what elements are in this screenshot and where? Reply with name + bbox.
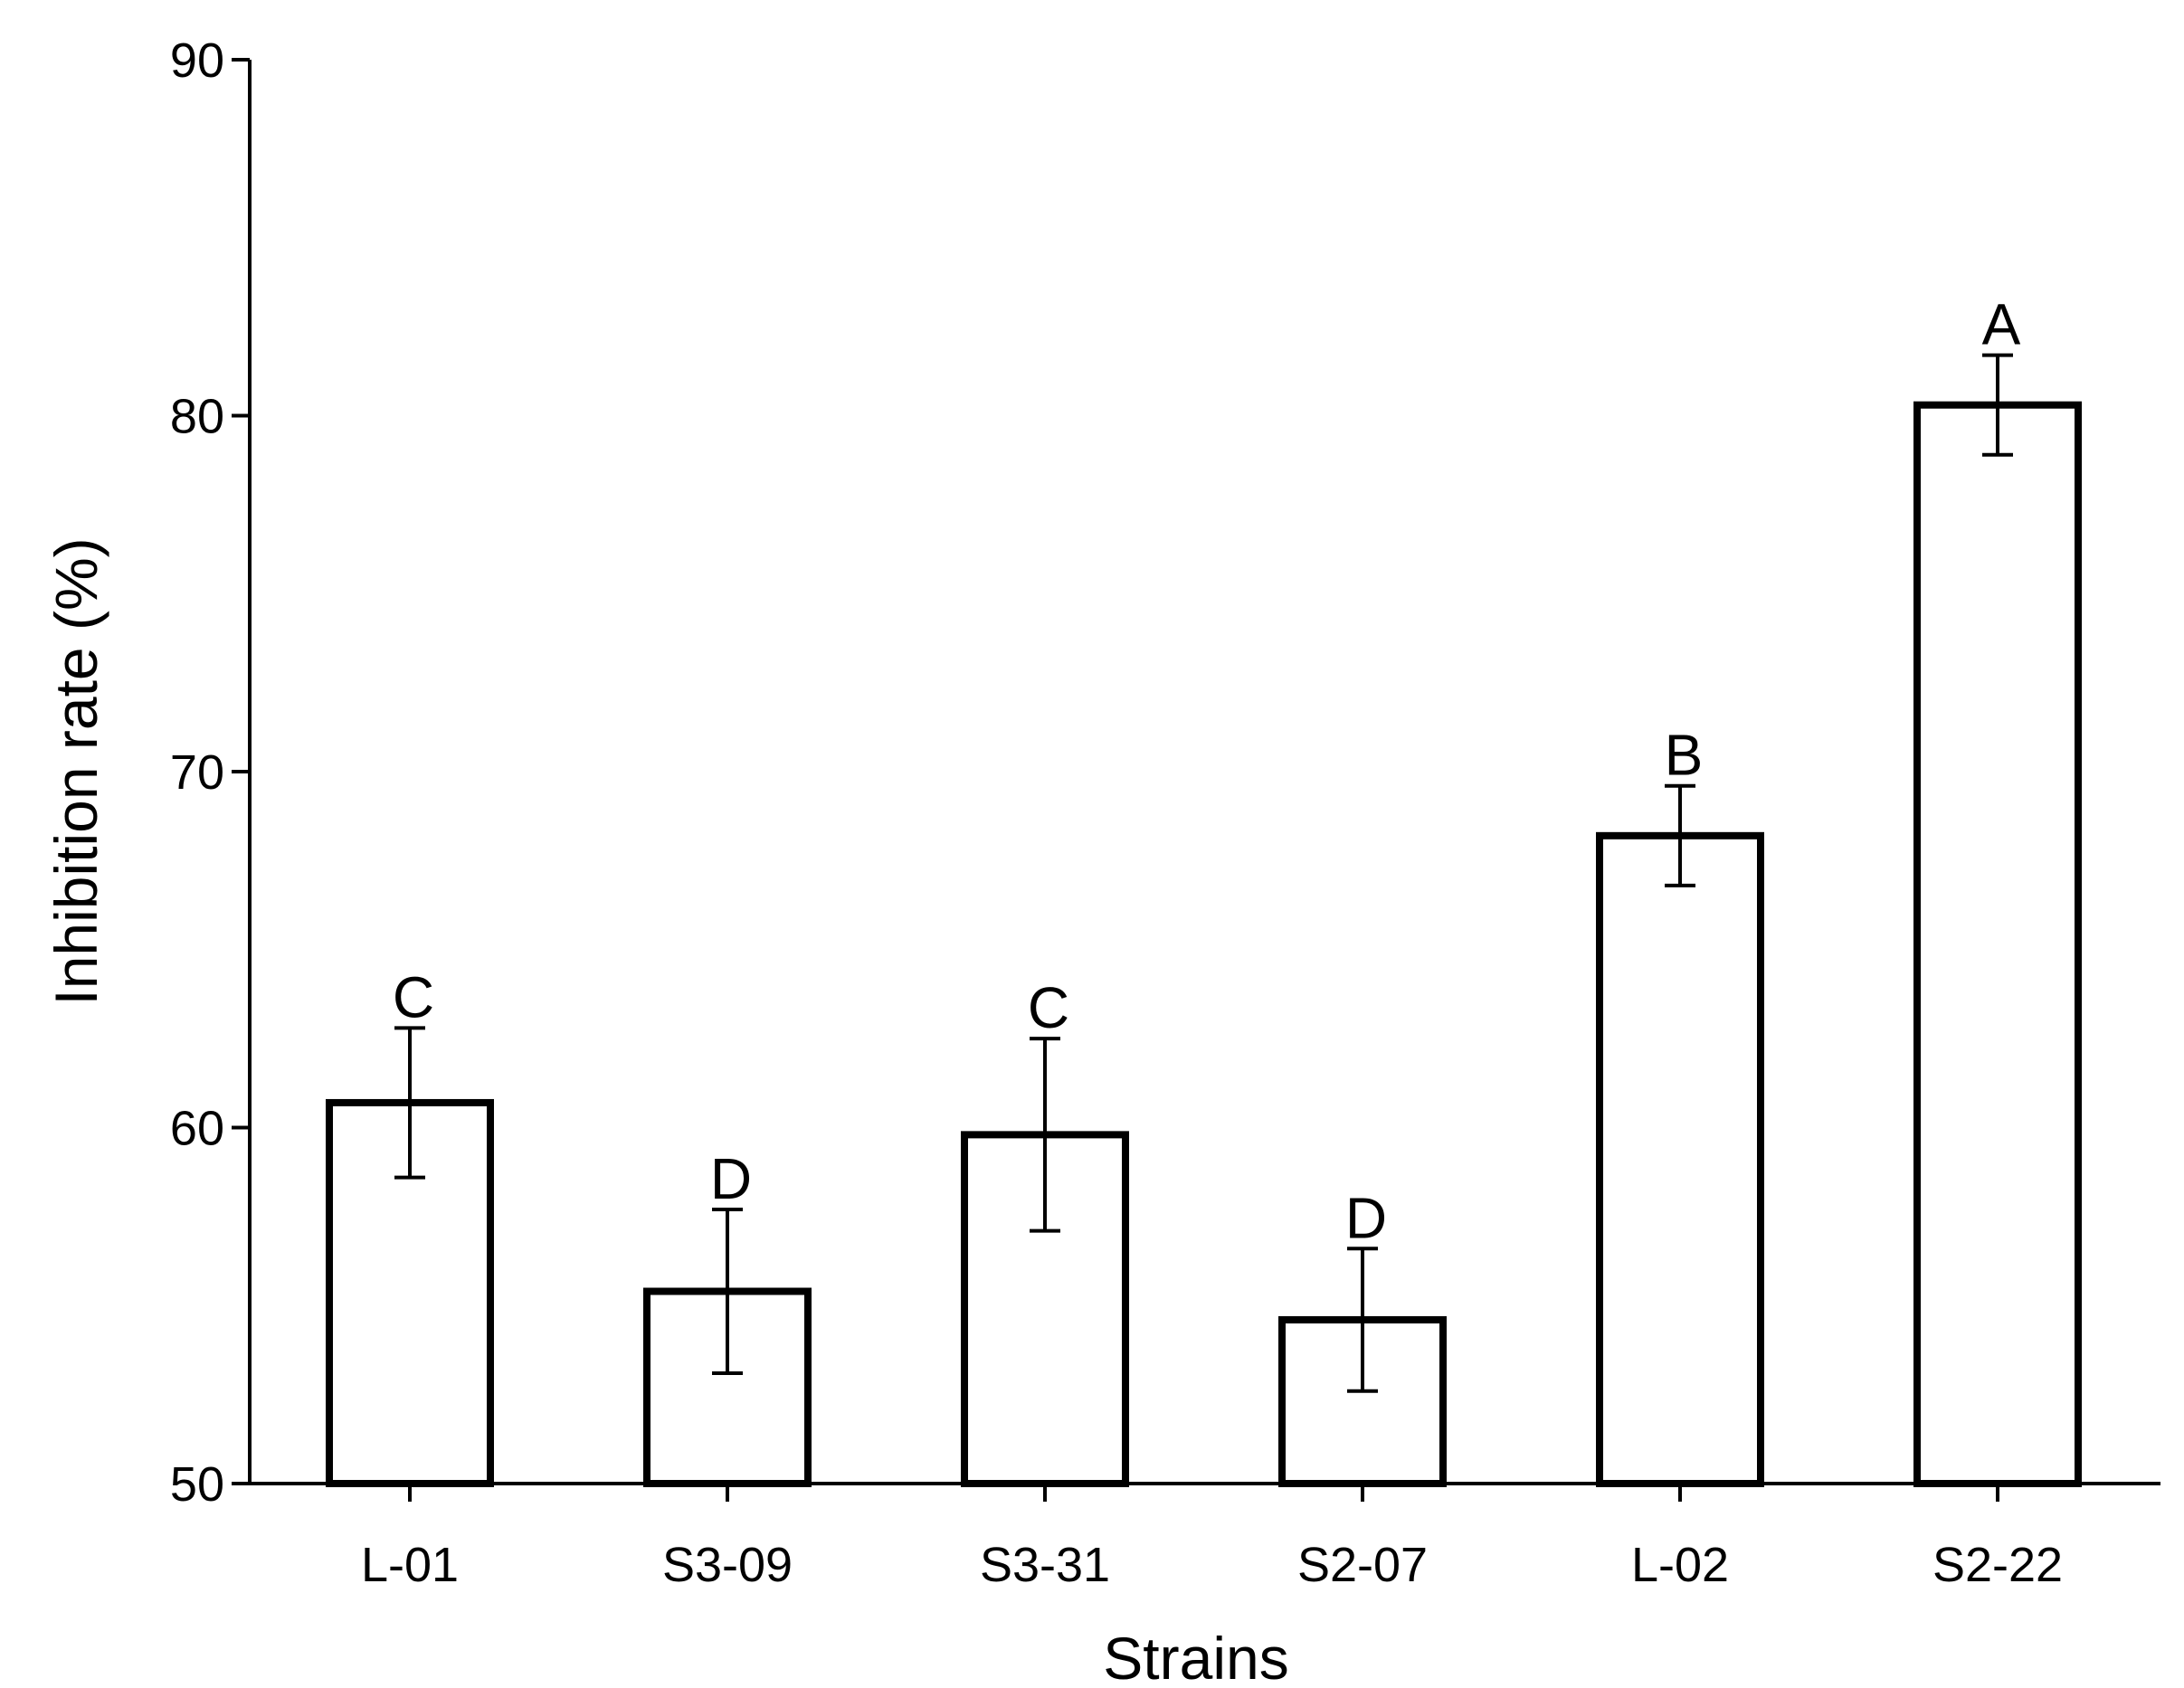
error-bars-layer	[394, 353, 2013, 1393]
error-bar-l-02	[1665, 783, 1695, 887]
y-tick-label: 70	[170, 745, 224, 800]
y-tick-label: 50	[170, 1457, 224, 1512]
y-tick-label: 60	[170, 1102, 224, 1156]
x-tick-label: S3-31	[980, 1538, 1110, 1592]
error-bar-s3-31	[1030, 1037, 1060, 1233]
error-bar-l-01	[394, 1026, 425, 1180]
y-axis-title: Inhibition rate (%)	[43, 537, 109, 1005]
error-bar-s2-07	[1347, 1247, 1378, 1393]
y-tick-label: 80	[170, 390, 224, 444]
y-ticks-layer: 50 60 70 80 90	[170, 33, 250, 1512]
x-tick-label: L-02	[1631, 1538, 1729, 1592]
x-tick-label: S2-22	[1932, 1538, 2063, 1592]
y-tick-label: 90	[170, 33, 224, 88]
x-tick-label: S3-09	[662, 1538, 793, 1592]
x-axis-title: Strains	[1103, 1625, 1288, 1688]
x-tick-label: S2-07	[1297, 1538, 1428, 1592]
bars-layer	[326, 401, 2082, 1488]
significance-letter: B	[1665, 723, 1704, 788]
significance-letter: A	[1982, 292, 2021, 357]
x-ticks-layer: L-01 S3-09 S3-31 S2-07 L-02 S2-22	[361, 1484, 2063, 1592]
axes-layer	[248, 60, 2160, 1485]
x-tick-label: L-01	[361, 1538, 459, 1592]
significance-letter: D	[1345, 1185, 1387, 1250]
bar-s2-07	[1278, 1315, 1447, 1487]
bar-s2-22	[1913, 401, 2082, 1488]
error-bar-s2-22	[1982, 353, 2013, 457]
significance-letter: C	[1028, 975, 1069, 1040]
significance-letter: C	[393, 964, 434, 1029]
bar-l-02	[1596, 831, 1764, 1487]
error-bar-s3-09	[712, 1208, 743, 1376]
significance-letters-layer: C D C D B A	[393, 292, 2021, 1251]
significance-letter: D	[710, 1146, 752, 1211]
